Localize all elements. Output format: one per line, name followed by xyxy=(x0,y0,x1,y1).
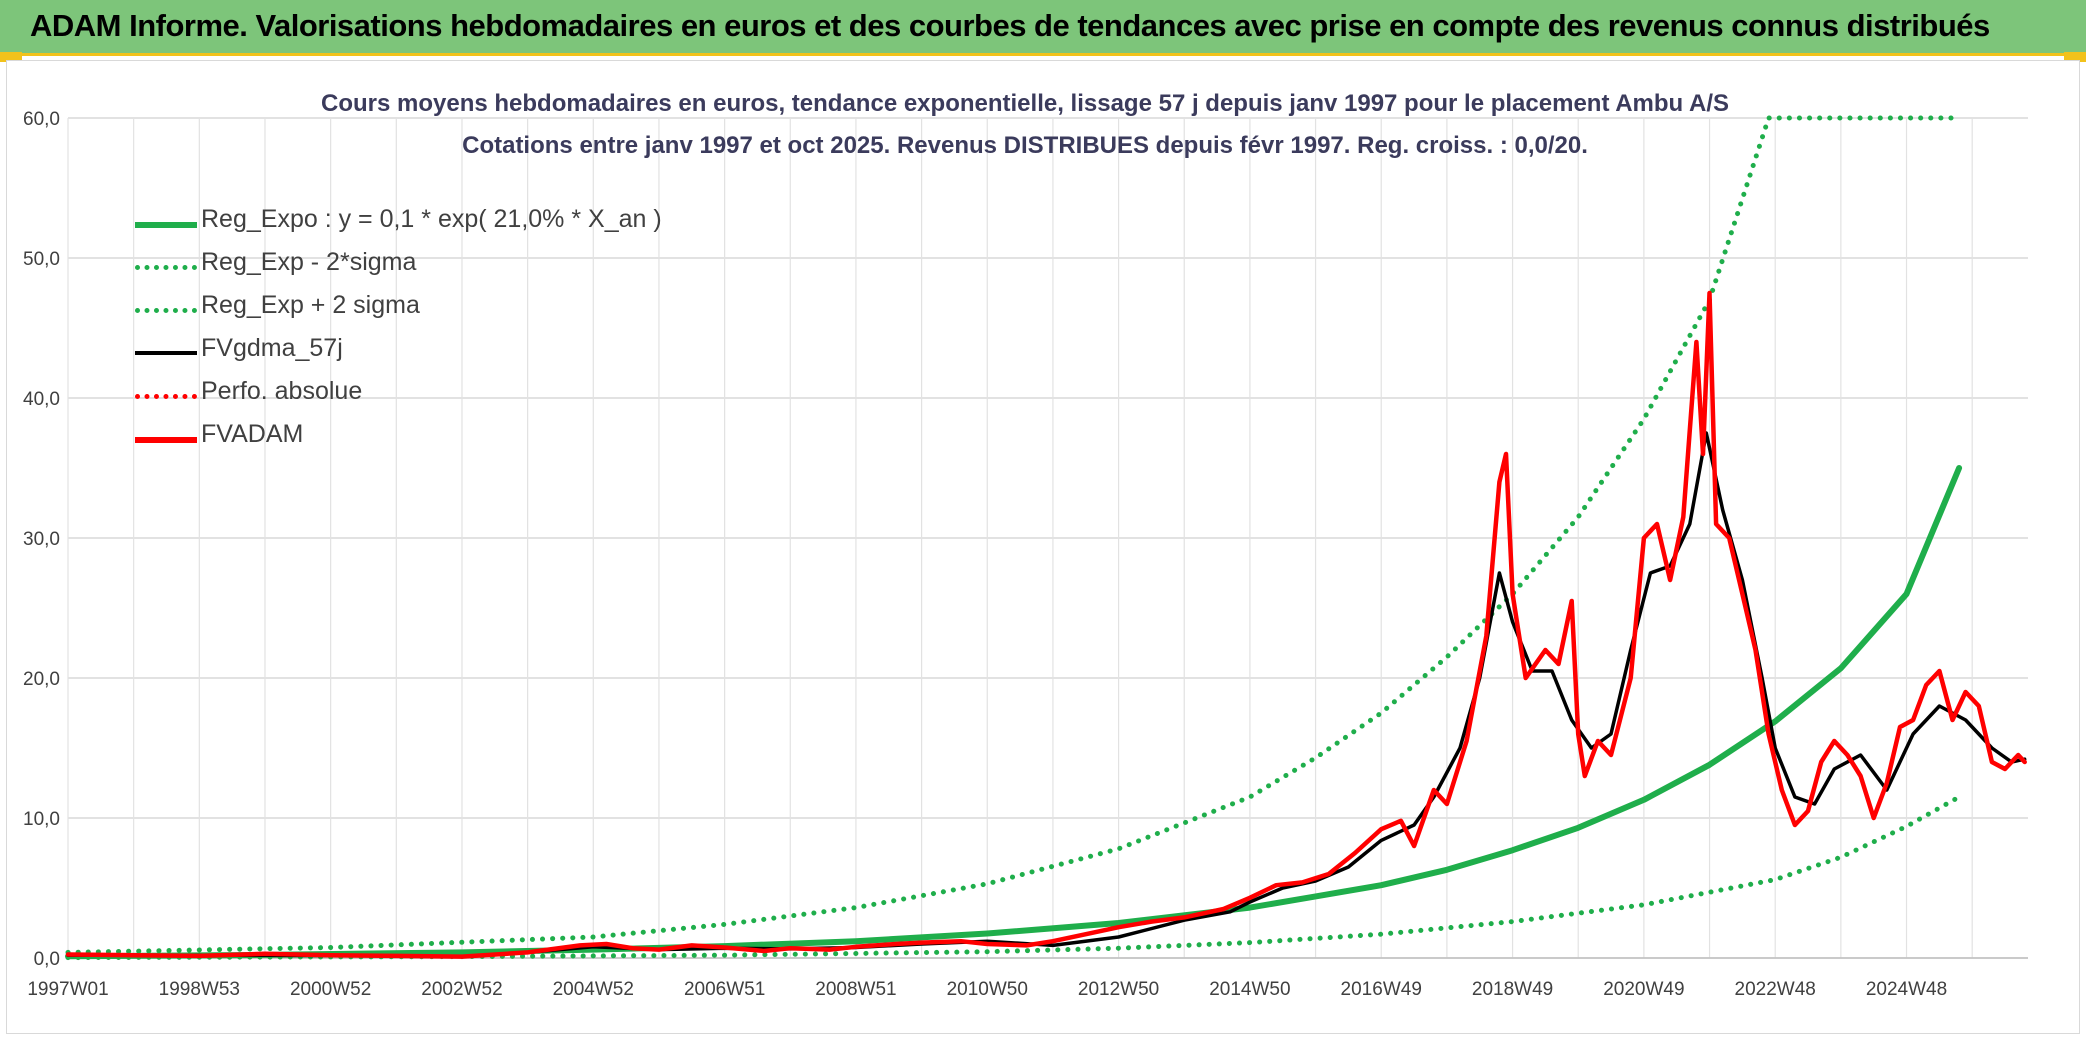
legend-swatch xyxy=(135,394,197,399)
x-tick-label: 2022W48 xyxy=(1735,979,1816,1000)
x-tick-label: 1997W01 xyxy=(27,979,108,1000)
y-tick-label: 30,0 xyxy=(23,529,60,550)
x-tick-label: 2000W52 xyxy=(290,979,371,1000)
chart-subtitle: Cotations entre janv 1997 et oct 2025. R… xyxy=(462,132,1588,159)
y-axis-ticks: 0,0 10,0 20,0 30,0 40,0 50,0 60,0 xyxy=(23,109,60,970)
legend-swatch xyxy=(135,437,197,443)
legend-swatch xyxy=(135,222,197,228)
legend-label: FVgdma_57j xyxy=(201,334,343,362)
y-tick-label: 50,0 xyxy=(23,249,60,270)
series-layer xyxy=(65,115,2027,961)
x-tick-label: 2018W49 xyxy=(1472,979,1553,1000)
series-line-fvadam xyxy=(65,290,2027,959)
x-tick-label: 2020W49 xyxy=(1603,979,1684,1000)
gridlines xyxy=(67,117,2028,959)
legend-label: Reg_Exp + 2 sigma xyxy=(201,291,420,319)
y-tick-label: 20,0 xyxy=(23,669,60,690)
series-line-reg-expo-y-0-1-exp-21-0-x-an xyxy=(65,465,1963,960)
y-tick-label: 0,0 xyxy=(34,949,60,970)
legend-swatch xyxy=(135,351,197,355)
x-tick-label: 1998W53 xyxy=(159,979,240,1000)
legend-swatch xyxy=(135,265,197,270)
x-axis-ticks: 1997W01 1998W53 2000W52 2002W52 2004W52 2006W… xyxy=(27,979,1947,1000)
legend-label: Perfo. absolue xyxy=(201,377,363,405)
series-line-reg-exp-2-sigma xyxy=(65,115,1962,955)
report-header: ADAM Informe. Valorisations hebdomadaire… xyxy=(0,0,2086,56)
legend-label: FVADAM xyxy=(201,420,304,448)
x-tick-label: 2004W52 xyxy=(553,979,634,1000)
x-tick-label: 2006W51 xyxy=(684,979,765,1000)
x-tick-label: 2012W50 xyxy=(1078,979,1159,1000)
y-tick-label: 60,0 xyxy=(23,109,60,130)
chart-title: Cours moyens hebdomadaires en euros, ten… xyxy=(321,90,1729,117)
x-tick-label: 2010W50 xyxy=(947,979,1028,1000)
corner-accent-right xyxy=(2064,52,2086,62)
y-tick-label: 10,0 xyxy=(23,809,60,830)
report-title: ADAM Informe. Valorisations hebdomadaire… xyxy=(30,8,1990,43)
x-tick-label: 2016W49 xyxy=(1341,979,1422,1000)
series-line-reg-exp-2-sigma xyxy=(65,794,1962,961)
x-tick-label: 2014W50 xyxy=(1209,979,1290,1000)
x-tick-label: 2008W51 xyxy=(815,979,896,1000)
legend-label: Reg_Exp - 2*sigma xyxy=(201,248,417,276)
legend-swatch xyxy=(135,308,197,313)
series-line-fvgdma-57j xyxy=(66,431,2027,959)
y-tick-label: 40,0 xyxy=(23,389,60,410)
legend-label: Reg_Expo : y = 0,1 * exp( 21,0% * X_an ) xyxy=(201,205,662,233)
x-tick-label: 2002W52 xyxy=(421,979,502,1000)
corner-accent-left xyxy=(0,52,22,62)
x-tick-label: 2024W48 xyxy=(1866,979,1947,1000)
